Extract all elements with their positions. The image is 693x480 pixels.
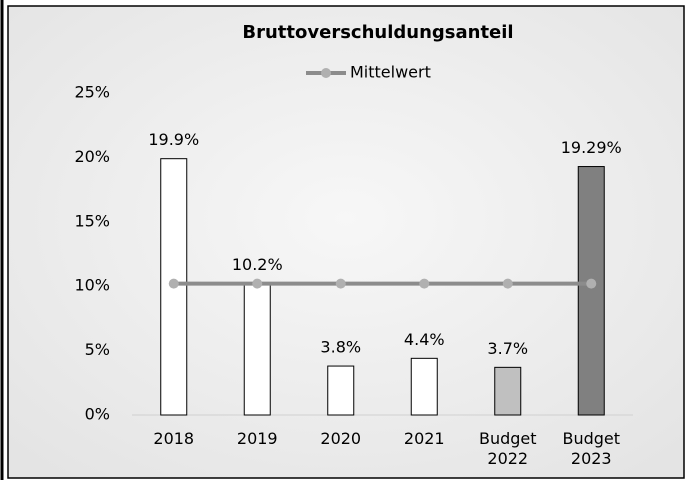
mean-marker [419,278,430,289]
y-tick-label: 5% [85,340,110,359]
x-tick-label: 2018 [153,429,195,448]
value-label: 19.9% [148,130,199,149]
value-label: 4.4% [404,330,445,349]
x-tick-label: Budget 2023 [562,429,621,468]
x-tick-label: 2019 [236,429,278,448]
y-tick-label: 0% [85,405,110,424]
y-tick-label: 20% [74,147,110,166]
bar [243,283,271,416]
y-tick-label: 25% [74,83,110,102]
legend-marker [321,68,331,78]
mean-marker [586,278,597,289]
bar [327,365,355,416]
y-tick-label: 15% [74,211,110,230]
value-label: 3.7% [487,339,528,358]
mean-marker [252,278,263,289]
value-label: 3.8% [320,338,361,357]
legend-label: Mittelwert [350,63,431,82]
x-tick-label: 2021 [403,429,445,448]
mean-marker [335,278,346,289]
mean-marker [502,278,513,289]
bar [577,166,605,416]
x-tick-label: Budget 2022 [478,429,537,468]
y-tick-label: 10% [74,276,110,295]
value-label: 10.2% [232,255,283,274]
bar [494,366,522,416]
value-label: 19.29% [561,138,622,157]
bar [410,357,438,416]
chart-title: Bruttoverschuldungsanteil [242,22,513,43]
mean-marker [168,278,179,289]
x-tick-label: 2020 [320,429,362,448]
